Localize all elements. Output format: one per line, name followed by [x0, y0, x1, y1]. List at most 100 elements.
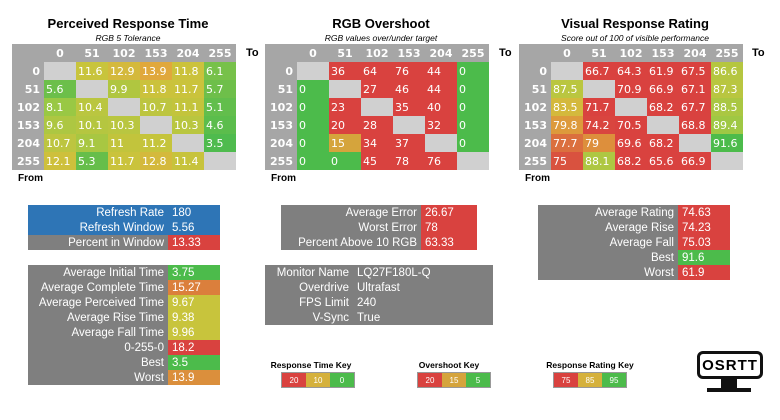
logo-stand — [721, 379, 737, 389]
matrix-cell: 0 — [457, 62, 489, 80]
matrix-col-header: 102 — [619, 46, 643, 60]
matrix-row: 102 8.1 10.4 10.7 11.1 5.1 — [12, 98, 236, 116]
matrix-cell: 88.5 — [711, 98, 743, 116]
matrix-col-header: 153 — [651, 46, 675, 60]
overshoot-key: 20 15 5 — [417, 372, 491, 388]
matrix-col-header: 0 — [56, 46, 64, 60]
from-label: From — [18, 173, 43, 184]
matrix-row-header: 102 — [17, 100, 40, 114]
matrix-col-header: 0 — [309, 46, 317, 60]
matrix-col-header: 255 — [208, 46, 232, 60]
matrix-cell: 5.1 — [204, 98, 236, 116]
matrix-cell: 11.7 — [172, 80, 204, 98]
matrix-cell: 79 — [583, 134, 615, 152]
matrix-row: 153 0 20 28 32 0 — [265, 116, 489, 134]
matrix-cell: 87.3 — [711, 80, 743, 98]
matrix-cell — [140, 116, 172, 134]
matrix-cell: 46 — [393, 80, 425, 98]
matrix-header-row: 0 51 102 153 204 255 — [265, 44, 489, 62]
matrix-cell: 10.3 — [172, 116, 204, 134]
matrix-cell: 4.6 — [204, 116, 236, 134]
matrix-row: 255 12.1 5.3 11.7 12.8 11.4 — [12, 152, 236, 170]
matrix-cell: 12.9 — [108, 62, 140, 80]
matrix-cell: 11.6 — [76, 62, 108, 80]
matrix-cell: 45 — [361, 152, 393, 170]
stat-label: Overdrive — [265, 280, 353, 295]
panel-title-rating: Visual Response Rating — [561, 16, 709, 31]
matrix-cell: 88.1 — [583, 152, 615, 170]
from-label: From — [525, 173, 550, 184]
matrix-cell: 76 — [425, 152, 457, 170]
matrix-row-header: 255 — [270, 154, 293, 168]
matrix-row: 255 0 0 45 78 76 — [265, 152, 489, 170]
matrix-row-header: 51 — [24, 82, 40, 96]
stat-label: Average Error — [281, 205, 421, 220]
stat-value: 5.56 — [168, 220, 220, 235]
matrix-cell: 79.8 — [551, 116, 583, 134]
matrix-cell — [393, 116, 425, 134]
to-label: To — [752, 47, 765, 59]
matrix-cell: 11 — [108, 134, 140, 152]
matrix-cell: 10.1 — [76, 116, 108, 134]
matrix-cell: 27 — [361, 80, 393, 98]
matrix-col-header: 255 — [461, 46, 485, 60]
matrix-col-header: 204 — [176, 46, 200, 60]
stat-value: 9.96 — [168, 325, 220, 340]
monitor-logo-icon: OSRTT — [697, 351, 763, 379]
matrix-cell — [647, 116, 679, 134]
matrix-cell: 44 — [425, 80, 457, 98]
matrix-cell: 35 — [393, 98, 425, 116]
matrix-cell: 10.4 — [76, 98, 108, 116]
stat-label: Monitor Name — [265, 265, 353, 280]
matrix-cell: 11.1 — [172, 98, 204, 116]
matrix-col-header: 255 — [715, 46, 739, 60]
matrix-row: 153 79.8 74.2 70.5 68.8 89.4 — [519, 116, 743, 134]
stat-value: 74.63 — [678, 205, 730, 220]
matrix-row: 51 87.5 70.9 66.9 67.1 87.3 — [519, 80, 743, 98]
refresh-stats: Refresh Rate 180 Refresh Window 5.56 Percent… — [28, 205, 220, 250]
matrix-row-header: 51 — [531, 82, 547, 96]
stat-label: Worst — [28, 370, 168, 385]
matrix-cell — [583, 80, 615, 98]
matrix-cell: 91.6 — [711, 134, 743, 152]
matrix-row: 204 0 15 34 37 0 — [265, 134, 489, 152]
logo-base — [707, 388, 751, 392]
matrix-cell: 76 — [393, 62, 425, 80]
matrix-cell: 64.3 — [615, 62, 647, 80]
matrix-header-row: 0 51 102 153 204 255 — [12, 44, 236, 62]
key-swatch: 10 — [306, 373, 330, 387]
stat-label: Average Rating — [538, 205, 678, 220]
stat-label: Average Rise Time — [28, 310, 168, 325]
matrix-col-header: 153 — [144, 46, 168, 60]
stat-value: 240 — [353, 295, 493, 310]
stat-row: Monitor Name LQ27F180L-Q — [265, 265, 493, 280]
matrix-row-header: 204 — [17, 136, 40, 150]
matrix-cell — [361, 98, 393, 116]
stat-row: Average Error 26.67 — [281, 205, 477, 220]
stat-value: 3.75 — [168, 265, 220, 280]
rating-stats: Average Rating 74.63 Average Rise 74.23 Aver… — [538, 205, 730, 280]
panel-subtitle-overshoot: RGB values over/under target — [324, 33, 438, 43]
matrix-row: 102 0 23 35 40 0 — [265, 98, 489, 116]
stat-value: True — [353, 310, 493, 325]
to-label: To — [499, 47, 512, 59]
matrix-cell: 37 — [393, 134, 425, 152]
matrix-cell: 86.6 — [711, 62, 743, 80]
matrix-cell: 68.2 — [647, 134, 679, 152]
matrix-cell: 77.7 — [551, 134, 583, 152]
stat-label: Average Initial Time — [28, 265, 168, 280]
stat-row: V-Sync True — [265, 310, 493, 325]
matrix-row: 0 66.7 64.3 61.9 67.5 86.6 — [519, 62, 743, 80]
overshoot-stats: Average Error 26.67 Worst Error 78 Percent A… — [281, 205, 477, 250]
matrix-cell — [711, 152, 743, 170]
matrix-col-header: 204 — [683, 46, 707, 60]
matrix-row-header: 0 — [32, 64, 40, 78]
matrix-row: 255 75 88.1 68.2 65.6 66.9 — [519, 152, 743, 170]
matrix-row-header: 102 — [270, 100, 293, 114]
rating-matrix: 0 51 102 153 204 255 0 66.7 64.3 61.9 67.5 86.6 51 87… — [519, 44, 743, 170]
matrix-cell: 0 — [329, 152, 361, 170]
matrix-cell: 67.1 — [679, 80, 711, 98]
key-title-rating: Response Rating Key — [546, 360, 634, 370]
matrix-cell — [108, 98, 140, 116]
matrix-row: 204 10.7 9.1 11 11.2 3.5 — [12, 134, 236, 152]
